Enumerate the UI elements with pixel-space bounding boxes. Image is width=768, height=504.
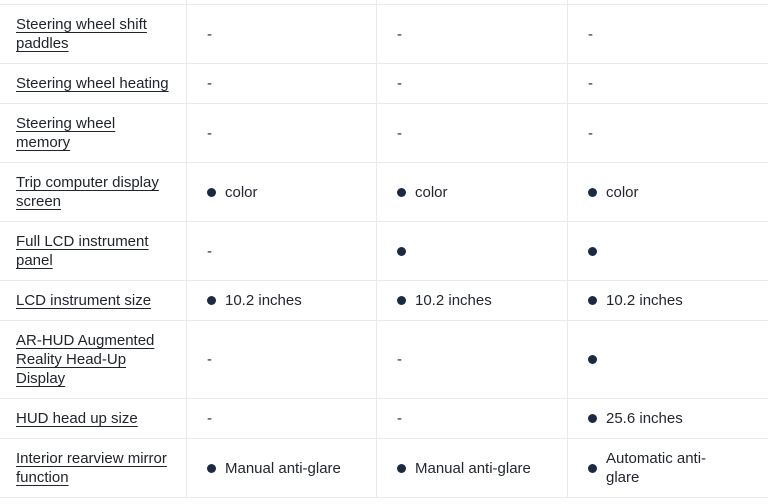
value-text: - [397,351,402,368]
feature-link[interactable]: Trip computer display screen [16,174,159,210]
clipped-cell [187,0,377,4]
feature-link[interactable]: HUD head up size [16,410,138,427]
value-cell: Manual anti-glare [187,439,377,497]
value-cell: - [187,104,377,162]
value-cell: - [187,399,377,438]
value-text: Manual anti-glare [225,459,341,477]
value-cell: - [377,104,568,162]
feature-cell: Interior rearview mirror function [0,439,187,497]
value-cell: 10.2 inches [377,281,568,320]
clipped-cell [568,0,768,4]
value-cell [377,222,568,280]
presence-dot-icon [207,187,216,197]
feature-cell: Steering wheel heating [0,64,187,103]
table-row-hud-head-up-size: HUD head up size - - 25.6 inches [0,398,768,438]
value-cell: Manual anti-glare [377,439,568,497]
value-cell [568,321,768,398]
feature-cell: HUD head up size [0,399,187,438]
value-text: - [207,410,212,427]
clipped-cell [0,0,187,4]
value-text: 10.2 inches [225,292,302,309]
presence-dot-icon [207,463,216,473]
value-text: Automatic anti- glare [606,450,707,486]
value-text: - [397,410,402,427]
value-cell: - [377,64,568,103]
value-text: - [207,25,212,43]
feature-link[interactable]: Steering wheel memory [16,115,116,151]
value-text: - [207,75,212,92]
feature-cell: Steering wheel shift paddles [0,5,187,63]
table-row-steering-wheel-memory: Steering wheel memory - - - [0,103,768,162]
feature-link[interactable]: Interior rearview mirror function [16,450,167,486]
presence-dot-icon [588,355,597,364]
value-cell: color [187,163,377,221]
presence-dot-icon [397,463,406,473]
value-cell [568,222,768,280]
presence-dot-icon [588,296,597,305]
value-cell: color [568,163,768,221]
value-text: - [397,25,402,43]
feature-cell: Full LCD instrument panel [0,222,187,280]
table-row-lcd-instrument-size: LCD instrument size 10.2 inches 10.2 inc… [0,280,768,320]
clipped-cell [377,0,568,4]
value-text: - [207,124,212,142]
feature-link[interactable]: Full LCD instrument panel [16,233,149,269]
value-cell: - [377,321,568,398]
value-text: - [588,124,593,142]
value-cell: - [187,5,377,63]
table-row-steering-wheel-shift-paddles: Steering wheel shift paddles - - - [0,4,768,63]
value-text: Manual anti-glare [415,459,531,477]
value-cell: - [568,5,768,63]
value-text: - [207,242,212,260]
value-text: color [225,183,258,201]
value-cell: - [187,64,377,103]
table-row-interior-rearview-mirror-function: Interior rearview mirror function Manual… [0,438,768,498]
value-text: - [207,351,212,368]
value-cell: color [377,163,568,221]
value-cell: - [377,399,568,438]
value-cell: 10.2 inches [568,281,768,320]
feature-cell: Steering wheel memory [0,104,187,162]
presence-dot-icon [397,246,406,256]
feature-link[interactable]: AR-HUD Augmented Reality Head-Up Display [16,332,155,387]
value-text: color [606,183,639,201]
table-row-ar-hud: AR-HUD Augmented Reality Head-Up Display… [0,320,768,398]
presence-dot-icon [397,296,406,305]
feature-link[interactable]: Steering wheel heating [16,75,169,92]
value-text: - [588,75,593,92]
feature-cell: LCD instrument size [0,281,187,320]
value-text: 10.2 inches [415,292,492,309]
table-row-full-lcd-instrument-panel: Full LCD instrument panel - [0,221,768,280]
presence-dot-icon [588,463,597,473]
feature-link[interactable]: Steering wheel shift paddles [16,16,147,52]
value-cell: - [377,5,568,63]
value-text: - [397,124,402,142]
value-cell: 10.2 inches [187,281,377,320]
value-text: 10.2 inches [606,292,683,309]
presence-dot-icon [397,187,406,197]
presence-dot-icon [588,187,597,197]
table-row-steering-wheel-heating: Steering wheel heating - - - [0,63,768,103]
table-row-trip-computer-display-screen: Trip computer display screen color color… [0,162,768,221]
value-cell: - [187,222,377,280]
feature-cell: AR-HUD Augmented Reality Head-Up Display [0,321,187,398]
presence-dot-icon [588,246,597,256]
value-cell: 25.6 inches [568,399,768,438]
presence-dot-icon [207,296,216,305]
value-cell: - [187,321,377,398]
feature-link[interactable]: LCD instrument size [16,292,152,309]
value-text: - [588,25,593,43]
value-text: 25.6 inches [606,410,683,427]
feature-cell: Trip computer display screen [0,163,187,221]
value-text: - [397,75,402,92]
clipped-row-above [0,0,768,4]
value-cell: Automatic anti- glare [568,439,768,497]
value-cell: - [568,104,768,162]
presence-dot-icon [588,414,597,423]
value-cell: - [568,64,768,103]
value-text: color [415,183,448,201]
